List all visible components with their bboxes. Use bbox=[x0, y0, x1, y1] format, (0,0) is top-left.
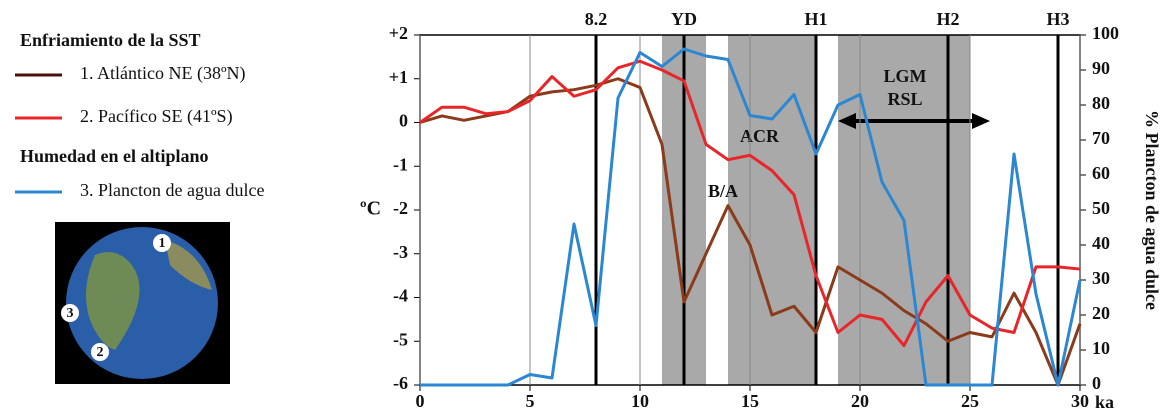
y2-tick-label: 70 bbox=[1092, 128, 1110, 148]
y-tick-label: -1 bbox=[393, 154, 408, 174]
event-label: YD bbox=[671, 9, 697, 29]
y2-tick-label: 10 bbox=[1092, 338, 1110, 358]
y2-tick-label: 0 bbox=[1092, 373, 1101, 393]
x-tick-label: 30 bbox=[1071, 391, 1089, 411]
globe-land bbox=[165, 240, 212, 290]
legend-group-title: Enfriamiento de la SST bbox=[20, 30, 201, 50]
y2-tick-label: 90 bbox=[1092, 58, 1110, 78]
x-tick-label: 0 bbox=[416, 391, 425, 411]
y2-axis-label: % Plancton de agua dulce bbox=[1142, 110, 1162, 310]
y-tick-label: -2 bbox=[393, 198, 408, 218]
y-tick-label: -3 bbox=[393, 242, 408, 262]
legend-group-title: Humedad en el altiplano bbox=[20, 146, 209, 166]
y-tick-label: -4 bbox=[393, 286, 408, 306]
event-label: H1 bbox=[804, 9, 827, 29]
y-tick-label: -5 bbox=[393, 329, 408, 349]
event-label: H3 bbox=[1046, 9, 1069, 29]
series-line bbox=[419, 59, 1081, 348]
series-line bbox=[420, 47, 1082, 387]
x-tick-label: 10 bbox=[631, 391, 649, 411]
y2-tick-label: 20 bbox=[1092, 303, 1110, 323]
y-axis-label: ºC bbox=[360, 198, 381, 220]
shaded-period bbox=[728, 35, 816, 385]
map-marker bbox=[61, 304, 79, 322]
map-label: 2 bbox=[97, 345, 104, 360]
map-marker bbox=[91, 343, 109, 361]
annotation: B/A bbox=[708, 181, 738, 201]
x-tick-label: 15 bbox=[741, 391, 759, 411]
map-marker bbox=[153, 234, 171, 252]
y-tick-label: +1 bbox=[389, 67, 408, 87]
legend-label: 1. Atlántico NE (38ºN) bbox=[80, 63, 246, 84]
legend-label: 2. Pacífico SE (41ºS) bbox=[80, 106, 233, 127]
double-arrow bbox=[838, 113, 990, 129]
x-tick-label: 5 bbox=[526, 391, 535, 411]
y2-tick-label: 40 bbox=[1092, 233, 1110, 253]
y-tick-label: -6 bbox=[393, 373, 408, 393]
event-label: H2 bbox=[936, 9, 959, 29]
annotation: LGM bbox=[884, 66, 927, 86]
y-tick-label: 0 bbox=[399, 111, 408, 131]
y-tick-label: +2 bbox=[389, 23, 408, 43]
y2-tick-label: 60 bbox=[1092, 163, 1110, 183]
y2-tick-label: 50 bbox=[1092, 198, 1110, 218]
y2-tick-label: 80 bbox=[1092, 93, 1110, 113]
x-unit: ka bbox=[1095, 392, 1114, 412]
y2-tick-label: 30 bbox=[1092, 268, 1110, 288]
y2-tick-label: 100 bbox=[1092, 23, 1119, 43]
legend-label: 3. Plancton de agua dulce bbox=[80, 180, 264, 200]
globe-land bbox=[86, 252, 140, 350]
annotation: RSL bbox=[887, 89, 922, 109]
annotation: ACR bbox=[740, 126, 780, 146]
series-line bbox=[419, 77, 1082, 387]
x-tick-label: 20 bbox=[851, 391, 869, 411]
event-label: 8.2 bbox=[585, 9, 608, 29]
map-label: 3 bbox=[67, 306, 74, 321]
shaded-period bbox=[838, 35, 970, 385]
x-tick-label: 25 bbox=[961, 391, 979, 411]
map-label: 1 bbox=[159, 236, 166, 251]
